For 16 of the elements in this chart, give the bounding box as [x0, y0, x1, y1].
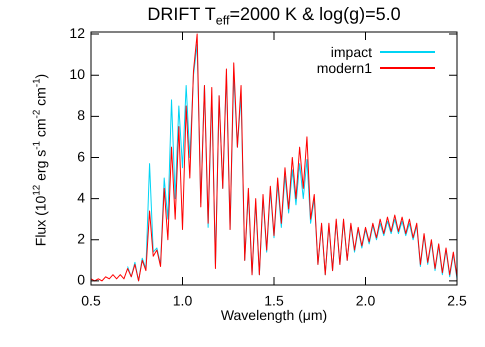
legend-label: impact [330, 44, 372, 60]
chart-title: DRIFT T$_{eff}$=2000 K & log(g)=5.0 [146, 4, 402, 28]
x-tick-label: 1.5 [264, 292, 284, 308]
x-tick-label: 2.5 [447, 292, 467, 308]
y-tick-label: 0 [77, 272, 86, 288]
legend-label: modern1 [316, 60, 372, 76]
y-tick-label: 8 [77, 107, 86, 124]
x-axis-title: Wavelength (μm) [220, 307, 328, 323]
y-tick-label: 10 [69, 66, 86, 82]
x-tick-label: 2.0 [356, 292, 376, 308]
x-tick-label: 1.0 [172, 292, 192, 308]
y-tick-label: 4 [77, 189, 86, 206]
y-tick-label: 6 [77, 148, 86, 164]
y-tick-label: 2 [77, 230, 86, 247]
y-tick-label: 12 [69, 24, 86, 41]
x-tick-label: 0.5 [81, 292, 101, 308]
